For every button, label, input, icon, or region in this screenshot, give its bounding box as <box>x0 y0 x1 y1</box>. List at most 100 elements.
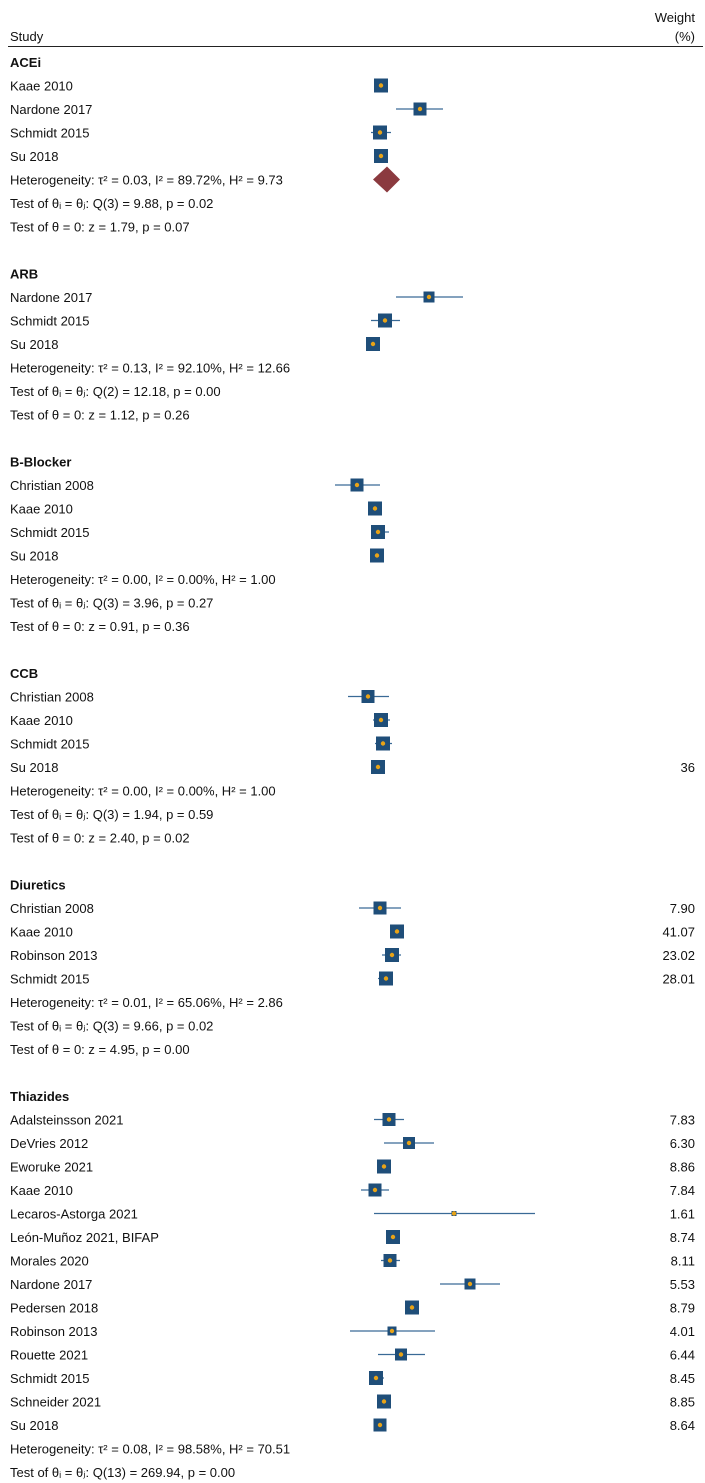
study-label: Schmidt 2015 <box>10 126 90 141</box>
weight-unit-header: (%) <box>674 29 695 44</box>
point-estimate <box>378 83 384 88</box>
study-label: Nardone 2017 <box>10 1277 92 1292</box>
study-label: Schmidt 2015 <box>10 737 90 752</box>
study-label: Kaae 2010 <box>10 713 73 728</box>
heterogeneity-test: Test of θᵢ = θⱼ: Q(3) = 9.66, p = 0.02 <box>10 1019 213 1034</box>
overall-effect-test: Test of θ = 0: z = 2.40, p = 0.02 <box>10 831 190 846</box>
study-weight: 4.01 <box>670 1324 695 1339</box>
point-estimate <box>372 506 378 511</box>
study-label: Kaae 2010 <box>10 925 73 940</box>
study-label: Schmidt 2015 <box>10 972 90 987</box>
study-weight: 8.45 <box>670 1371 695 1386</box>
study-label: DeVries 2012 <box>10 1136 88 1151</box>
study-label: Christian 2008 <box>10 478 94 493</box>
point-estimate <box>383 976 389 981</box>
point-estimate <box>394 929 400 934</box>
study-weight: 7.90 <box>670 901 695 916</box>
study-label: Christian 2008 <box>10 690 94 705</box>
study-label: Christian 2008 <box>10 901 94 916</box>
heterogeneity-stat: Heterogeneity: τ² = 0.00, I² = 0.00%, H²… <box>10 784 276 799</box>
study-label: Schmidt 2015 <box>10 314 90 329</box>
group-title: ACEi <box>10 55 41 70</box>
point-estimate <box>451 1211 457 1216</box>
point-estimate <box>380 741 386 746</box>
study-label: Su 2018 <box>10 760 58 775</box>
study-label: Su 2018 <box>10 149 58 164</box>
overall-effect-test: Test of θ = 0: z = 1.12, p = 0.26 <box>10 408 190 423</box>
heterogeneity-test: Test of θᵢ = θⱼ: Q(13) = 269.94, p = 0.0… <box>10 1465 235 1480</box>
heterogeneity-stat: Heterogeneity: τ² = 0.13, I² = 92.10%, H… <box>10 361 290 376</box>
point-estimate <box>406 1140 412 1146</box>
heterogeneity-test: Test of θᵢ = θⱼ: Q(3) = 1.94, p = 0.59 <box>10 807 213 822</box>
study-label: Schmidt 2015 <box>10 1371 90 1386</box>
group-title: B-Blocker <box>10 455 71 470</box>
study-label: Eworuke 2021 <box>10 1160 93 1175</box>
group-title: CCB <box>10 666 38 681</box>
point-estimate <box>389 952 395 958</box>
study-weight: 1.61 <box>670 1207 695 1222</box>
study-label: Rouette 2021 <box>10 1348 88 1363</box>
point-estimate <box>381 1164 387 1169</box>
study-weight: 8.74 <box>670 1230 695 1245</box>
point-estimate <box>409 1305 415 1310</box>
study-weight: 7.83 <box>670 1113 695 1128</box>
study-label: Su 2018 <box>10 1418 58 1433</box>
study-weight: 5.53 <box>670 1277 695 1292</box>
group-title: ARB <box>10 267 38 282</box>
point-estimate <box>375 764 381 770</box>
study-label: León-Muñoz 2021, BIFAP <box>10 1230 159 1245</box>
point-estimate <box>377 1422 383 1428</box>
heterogeneity-stat: Heterogeneity: τ² = 0.00, I² = 0.00%, H²… <box>10 572 276 587</box>
heterogeneity-test: Test of θᵢ = θⱼ: Q(3) = 3.96, p = 0.27 <box>10 596 213 611</box>
point-estimate <box>378 717 384 723</box>
overall-effect-test: Test of θ = 0: z = 0.91, p = 0.36 <box>10 619 190 634</box>
point-estimate <box>375 529 381 535</box>
study-label: Morales 2020 <box>10 1254 89 1269</box>
point-estimate <box>372 1187 378 1193</box>
study-label: Su 2018 <box>10 549 58 564</box>
study-label: Nardone 2017 <box>10 102 92 117</box>
study-weight: 6.44 <box>670 1348 695 1363</box>
study-label: Kaae 2010 <box>10 79 73 94</box>
study-weight: 36 <box>681 760 695 775</box>
study-label: Schneider 2021 <box>10 1395 101 1410</box>
heterogeneity-test: Test of θᵢ = θⱼ: Q(2) = 12.18, p = 0.00 <box>10 384 221 399</box>
study-weight: 7.84 <box>670 1183 695 1198</box>
study-weight: 28.01 <box>662 972 695 987</box>
point-estimate <box>389 1328 395 1334</box>
heterogeneity-stat: Heterogeneity: τ² = 0.08, I² = 98.58%, H… <box>10 1442 290 1457</box>
heterogeneity-stat: Heterogeneity: τ² = 0.03, I² = 89.72%, H… <box>10 173 283 188</box>
point-estimate <box>377 905 383 911</box>
point-estimate <box>382 318 388 323</box>
study-weight: 41.07 <box>662 925 695 940</box>
study-label: Robinson 2013 <box>10 1324 97 1339</box>
point-estimate <box>365 694 371 699</box>
point-estimate <box>417 106 423 112</box>
study-weight: 8.85 <box>670 1395 695 1410</box>
pooled-diamond <box>373 166 400 193</box>
point-estimate <box>354 482 360 488</box>
point-estimate <box>381 1399 387 1404</box>
point-estimate <box>374 553 380 558</box>
study-weight: 8.11 <box>671 1254 695 1269</box>
study-weight: 8.64 <box>670 1418 695 1433</box>
group-title: Diuretics <box>10 878 66 893</box>
study-label: Su 2018 <box>10 337 58 352</box>
overall-effect-test: Test of θ = 0: z = 4.95, p = 0.00 <box>10 1042 190 1057</box>
study-weight: 23.02 <box>662 948 695 963</box>
study-label: Kaae 2010 <box>10 502 73 517</box>
point-estimate <box>390 1234 396 1240</box>
heterogeneity-test: Test of θᵢ = θⱼ: Q(3) = 9.88, p = 0.02 <box>10 196 213 211</box>
study-weight: 8.86 <box>670 1160 695 1175</box>
point-estimate <box>370 341 376 347</box>
point-estimate <box>378 153 384 159</box>
study-label: Pedersen 2018 <box>10 1301 98 1316</box>
point-estimate <box>377 130 383 135</box>
study-label: Kaae 2010 <box>10 1183 73 1198</box>
point-estimate <box>387 1258 393 1263</box>
header-rule <box>8 46 703 47</box>
point-estimate <box>373 1375 379 1381</box>
study-weight: 8.79 <box>670 1301 695 1316</box>
point-estimate <box>426 294 432 300</box>
